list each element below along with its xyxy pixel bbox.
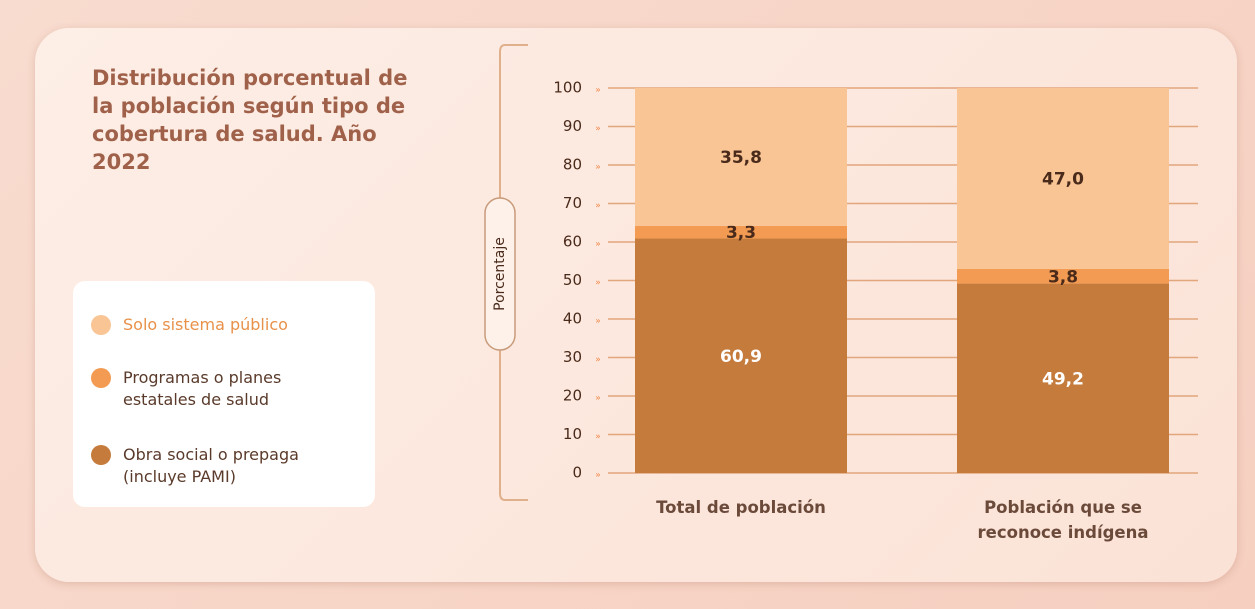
legend: Solo sistema público Programas o planes e… — [73, 281, 375, 507]
legend-label: Obra social o prepaga (incluye PAMI) — [123, 445, 299, 486]
value-label: 49,2 — [1042, 369, 1084, 389]
y-tick-label: 30 — [563, 348, 582, 366]
tick-mark: » — [595, 394, 601, 404]
x-tick-label: Población que se reconoce indígena — [977, 498, 1149, 542]
value-label: 3,8 — [1048, 267, 1078, 287]
bar-segment — [635, 88, 847, 226]
y-tick-label: 100 — [553, 79, 582, 97]
tick-mark: » — [595, 317, 601, 327]
tick-mark: » — [595, 432, 601, 442]
legend-label: Solo sistema público — [123, 315, 288, 334]
y-tick-label: 0 — [572, 464, 582, 482]
legend-item: Solo sistema público — [91, 314, 351, 336]
y-tick-label: 60 — [563, 233, 582, 251]
legend-swatch — [91, 368, 111, 388]
legend-item: Obra social o prepaga (incluye PAMI) — [91, 444, 351, 488]
bar-segment — [957, 88, 1169, 269]
y-tick-label: 10 — [563, 425, 582, 443]
y-tick-label: 80 — [563, 156, 582, 174]
tick-mark: » — [595, 278, 601, 288]
y-axis-label: Porcentaje — [492, 237, 508, 311]
value-label: 3,3 — [726, 223, 756, 243]
x-tick-label: Total de población — [656, 498, 826, 517]
value-label: 35,8 — [720, 148, 762, 168]
y-tick-label: 20 — [563, 387, 582, 405]
y-tick-label: 40 — [563, 310, 582, 328]
value-label: 47,0 — [1042, 169, 1084, 189]
tick-mark: » — [595, 355, 601, 365]
legend-swatch — [91, 315, 111, 335]
y-tick-label: 70 — [563, 194, 582, 212]
tick-mark: » — [595, 124, 601, 134]
tick-mark: » — [595, 471, 601, 481]
bar-segment — [957, 268, 1169, 284]
tick-mark: » — [595, 86, 601, 96]
tick-mark: » — [595, 163, 601, 173]
legend-label: Programas o planes estatales de salud — [123, 368, 282, 409]
y-tick-label: 90 — [563, 117, 582, 135]
tick-mark: » — [595, 240, 601, 250]
axis-label-pill — [484, 197, 516, 351]
chart-title: Distribución porcentual de la población … — [92, 66, 408, 174]
bar-segment — [635, 225, 847, 239]
legend-swatch — [91, 445, 111, 465]
value-label: 60,9 — [720, 347, 762, 367]
y-tick-label: 50 — [563, 271, 582, 289]
bar-segment — [957, 283, 1169, 473]
bar-segment — [635, 238, 847, 473]
tick-mark: » — [595, 201, 601, 211]
legend-item: Programas o planes estatales de salud — [91, 367, 351, 411]
